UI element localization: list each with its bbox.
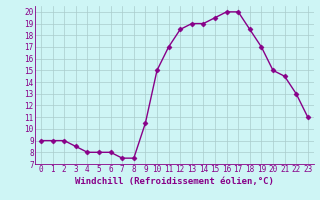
X-axis label: Windchill (Refroidissement éolien,°C): Windchill (Refroidissement éolien,°C) (75, 177, 274, 186)
